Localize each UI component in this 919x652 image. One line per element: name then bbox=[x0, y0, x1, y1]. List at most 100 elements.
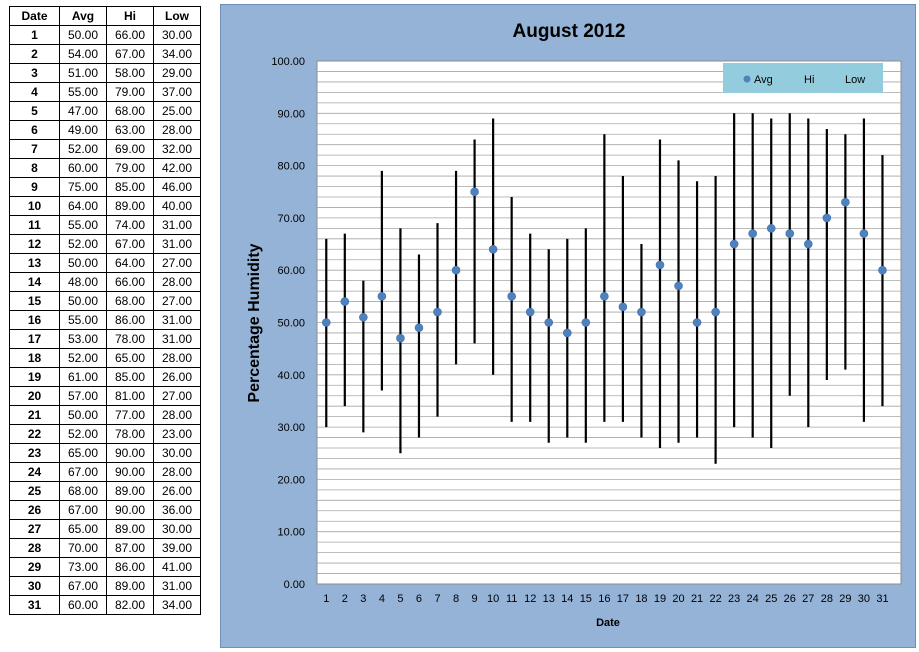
table-row: 17 53.00 78.00 31.00 bbox=[9, 329, 201, 349]
avg-point bbox=[841, 197, 850, 207]
cell-avg: 67.00 bbox=[59, 500, 107, 520]
x-tick-label: 12 bbox=[524, 593, 536, 605]
x-tick-label: 30 bbox=[858, 593, 870, 605]
cell-low: 31.00 bbox=[153, 329, 201, 349]
avg-point bbox=[507, 292, 516, 301]
cell-avg: 51.00 bbox=[59, 63, 107, 83]
cell-date: 12 bbox=[9, 234, 60, 254]
y-tick-label: 100.00 bbox=[271, 56, 305, 68]
col-header-avg: Avg bbox=[59, 6, 107, 26]
cell-date: 24 bbox=[9, 462, 60, 482]
table-row: 25 68.00 89.00 26.00 bbox=[9, 481, 201, 501]
cell-date: 31 bbox=[9, 595, 60, 615]
cell-hi: 89.00 bbox=[106, 481, 154, 501]
cell-hi: 74.00 bbox=[106, 215, 154, 235]
cell-avg: 70.00 bbox=[59, 538, 107, 558]
table-row: 30 67.00 89.00 31.00 bbox=[9, 576, 201, 596]
x-axis-title: Date bbox=[596, 617, 620, 629]
table-row: 13 50.00 64.00 27.00 bbox=[9, 253, 201, 273]
cell-hi: 85.00 bbox=[106, 367, 154, 387]
cell-low: 31.00 bbox=[153, 576, 201, 596]
x-tick-label: 17 bbox=[617, 593, 629, 605]
cell-hi: 69.00 bbox=[106, 139, 154, 159]
cell-low: 34.00 bbox=[153, 44, 201, 64]
legend-avg-marker bbox=[743, 75, 751, 83]
cell-avg: 55.00 bbox=[59, 215, 107, 235]
cell-hi: 90.00 bbox=[106, 500, 154, 520]
cell-avg: 55.00 bbox=[59, 82, 107, 102]
cell-date: 25 bbox=[9, 481, 60, 501]
cell-low: 31.00 bbox=[153, 234, 201, 254]
table-row: 4 55.00 79.00 37.00 bbox=[9, 82, 201, 102]
cell-hi: 78.00 bbox=[106, 424, 154, 444]
cell-avg: 64.00 bbox=[59, 196, 107, 216]
y-axis-ticks: 0.00 10.00 20.00 30.00 40.00 50.00 60.00 70.00 8… bbox=[271, 56, 305, 591]
cell-low: 28.00 bbox=[153, 405, 201, 425]
x-tick-label: 9 bbox=[472, 593, 478, 605]
y-tick-label: 80.00 bbox=[277, 161, 305, 173]
cell-low: 32.00 bbox=[153, 139, 201, 159]
cell-low: 36.00 bbox=[153, 500, 201, 520]
y-tick-label: 50.00 bbox=[277, 318, 305, 330]
table-row: 16 55.00 86.00 31.00 bbox=[9, 310, 201, 330]
table-row: 26 67.00 90.00 36.00 bbox=[9, 500, 201, 520]
avg-point bbox=[377, 292, 387, 301]
x-tick-label: 1 bbox=[323, 593, 329, 605]
table-row: 24 67.00 90.00 28.00 bbox=[9, 462, 201, 482]
table-row: 3 51.00 58.00 29.00 bbox=[9, 63, 201, 83]
cell-low: 28.00 bbox=[153, 120, 201, 140]
y-tick-label: 40.00 bbox=[277, 370, 305, 382]
cell-avg: 68.00 bbox=[59, 481, 107, 501]
avg-point bbox=[359, 312, 368, 322]
table-row: 23 65.00 90.00 30.00 bbox=[9, 443, 201, 463]
cell-date: 1 bbox=[9, 25, 60, 45]
legend-hi-label: Hi bbox=[804, 74, 814, 86]
cell-avg: 67.00 bbox=[59, 576, 107, 596]
table-row: 12 52.00 67.00 31.00 bbox=[9, 234, 201, 254]
y-axis-title: Percentage Humidity bbox=[246, 243, 263, 402]
x-tick-label: 23 bbox=[728, 593, 740, 605]
x-tick-label: 4 bbox=[379, 593, 385, 605]
avg-point bbox=[525, 307, 535, 317]
col-header-date: Date bbox=[9, 6, 60, 26]
avg-point bbox=[804, 239, 813, 249]
table-row: 28 70.00 87.00 39.00 bbox=[9, 538, 201, 558]
x-tick-label: 14 bbox=[561, 593, 573, 605]
cell-date: 26 bbox=[9, 500, 60, 520]
cell-hi: 79.00 bbox=[106, 158, 154, 178]
x-tick-label: 8 bbox=[453, 593, 459, 605]
x-tick-label: 21 bbox=[691, 593, 703, 605]
table-row: 21 50.00 77.00 28.00 bbox=[9, 405, 201, 425]
y-tick-label: 30.00 bbox=[277, 422, 305, 434]
cell-date: 10 bbox=[9, 196, 60, 216]
cell-date: 8 bbox=[9, 158, 60, 178]
cell-low: 26.00 bbox=[153, 367, 201, 387]
x-tick-label: 20 bbox=[672, 593, 684, 605]
cell-avg: 48.00 bbox=[59, 272, 107, 292]
table-row: 14 48.00 66.00 28.00 bbox=[9, 272, 201, 292]
x-tick-label: 6 bbox=[416, 593, 422, 605]
table-row: 22 52.00 78.00 23.00 bbox=[9, 424, 201, 444]
cell-low: 39.00 bbox=[153, 538, 201, 558]
y-tick-label: 0.00 bbox=[284, 579, 305, 591]
cell-hi: 67.00 bbox=[106, 44, 154, 64]
avg-point bbox=[562, 328, 572, 338]
cell-hi: 86.00 bbox=[106, 557, 154, 577]
y-tick-label: 90.00 bbox=[277, 108, 305, 120]
cell-avg: 65.00 bbox=[59, 443, 107, 463]
cell-date: 9 bbox=[9, 177, 60, 197]
cell-date: 18 bbox=[9, 348, 60, 368]
table-header-row: Date Avg Hi Low bbox=[9, 6, 201, 26]
avg-point bbox=[414, 323, 424, 333]
x-tick-label: 27 bbox=[802, 593, 814, 605]
y-tick-label: 10.00 bbox=[277, 527, 305, 539]
x-tick-label: 13 bbox=[543, 593, 555, 605]
table-row: 15 50.00 68.00 27.00 bbox=[9, 291, 201, 311]
cell-avg: 60.00 bbox=[59, 595, 107, 615]
avg-point bbox=[544, 318, 554, 327]
x-tick-label: 19 bbox=[654, 593, 666, 605]
table-row: 27 65.00 89.00 30.00 bbox=[9, 519, 201, 539]
cell-date: 27 bbox=[9, 519, 60, 539]
cell-avg: 49.00 bbox=[59, 120, 107, 140]
x-tick-label: 5 bbox=[397, 593, 403, 605]
